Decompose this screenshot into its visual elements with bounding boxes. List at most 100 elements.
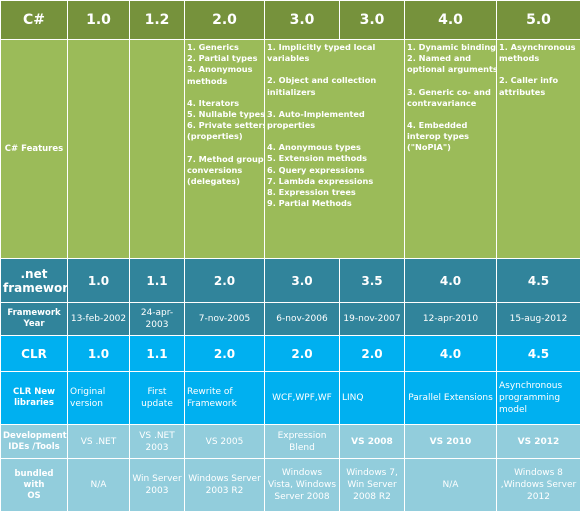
release-date: 7-nov-2005: [185, 303, 265, 336]
library-cell: Parallel Extensions: [405, 372, 497, 425]
library-cell: First update: [130, 372, 185, 425]
cell-line: Windows: [267, 467, 337, 479]
release-date: 12-apr-2010: [405, 303, 497, 336]
cell-line: Blend: [267, 442, 337, 454]
feature-item: 1. Implicitly typed local: [267, 42, 402, 53]
cell-line: version: [70, 398, 127, 410]
cell-line: Asynchronous: [499, 380, 578, 392]
ides-label: Development IDEs /Tools: [1, 425, 68, 459]
feature-item: 6. Query expressions: [267, 165, 402, 176]
cell-line: 2003: [132, 442, 182, 454]
cell-line: Win Server: [342, 479, 402, 491]
year-row: Framework Year 13-feb-2002 24-apr-2003 7…: [1, 303, 580, 336]
framework-version: 3.5: [340, 259, 405, 303]
framework-label-line1: .net: [3, 267, 65, 281]
libraries-label-line2: libraries: [3, 398, 65, 409]
csharp-version: 4.0: [405, 1, 497, 40]
feature-item: (properties): [187, 131, 262, 142]
os-label: bundled with OS: [1, 459, 68, 512]
cell-line: Original: [70, 386, 127, 398]
feature-spacer: [187, 87, 262, 98]
feature-item: 2. Partial types: [187, 53, 262, 64]
feature-list: [68, 40, 130, 259]
os-label-line1: bundled with: [3, 469, 65, 491]
release-date: 13-feb-2002: [68, 303, 130, 336]
clr-version: 4.5: [497, 336, 580, 372]
cell-line: Framework: [187, 398, 262, 410]
feature-item: 2. Caller info: [499, 75, 578, 86]
feature-spacer: [407, 76, 494, 87]
clr-version: 2.0: [185, 336, 265, 372]
library-cell: WCF,WPF,WF: [265, 372, 340, 425]
os-label-line2: OS: [3, 491, 65, 502]
framework-label-line2: framework: [3, 281, 65, 295]
feature-spacer: [499, 64, 578, 75]
clr-version: 1.1: [130, 336, 185, 372]
framework-version: 3.0: [265, 259, 340, 303]
cell-line: Vista, Windows: [267, 479, 337, 491]
clr-version: 2.0: [340, 336, 405, 372]
csharp-version: 5.0: [497, 1, 580, 40]
release-date: 6-nov-2006: [265, 303, 340, 336]
framework-version: 2.0: [185, 259, 265, 303]
feature-item: 1. Asynchronous: [499, 42, 578, 53]
feature-item: 1. Generics: [187, 42, 262, 53]
ides-label-line2: IDEs /Tools: [3, 442, 65, 453]
cell-line: VS .NET: [132, 430, 182, 442]
framework-version: 1.1: [130, 259, 185, 303]
feature-item: properties: [267, 120, 402, 131]
libraries-label: CLR New libraries: [1, 372, 68, 425]
feature-item: 7. Lambda expressions: [267, 176, 402, 187]
os-cell: N/A: [68, 459, 130, 512]
feature-item: (delegates): [187, 176, 262, 187]
feature-item: 2. Named and: [407, 53, 494, 64]
cell-line: VS 2012: [499, 436, 578, 448]
clr-label: CLR: [1, 336, 68, 372]
csharp-version: 3.0: [340, 1, 405, 40]
feature-item: 2. Object and collection: [267, 75, 402, 86]
cell-line: Windows 7,: [342, 467, 402, 479]
clr-row: CLR 1.0 1.1 2.0 2.0 2.0 4.0 4.5: [1, 336, 580, 372]
clr-version: 4.0: [405, 336, 497, 372]
cell-line: VS .NET: [70, 436, 127, 448]
feature-item: 5. Nullable types: [187, 109, 262, 120]
features-label: C# Features: [1, 40, 68, 259]
ide-cell: VS 2008: [340, 425, 405, 459]
cell-line: model: [499, 404, 578, 416]
feature-item: 9. Partial Methods: [267, 198, 402, 209]
feature-item: attributes: [499, 87, 578, 98]
feature-item: methods: [187, 76, 262, 87]
feature-item: 4. Anonymous types: [267, 142, 402, 153]
feature-item: 4. Iterators: [187, 98, 262, 109]
feature-item: contravariance: [407, 98, 494, 109]
feature-item: 6. Private setters: [187, 120, 262, 131]
feature-item: optional arguments: [407, 64, 494, 75]
csharp-version: 1.2: [130, 1, 185, 40]
feature-spacer: [407, 109, 494, 120]
cell-line: LINQ: [342, 392, 402, 404]
feature-item: 7. Method group: [187, 154, 262, 165]
cell-line: 2003 R2: [187, 485, 262, 497]
os-cell: N/A: [405, 459, 497, 512]
cell-line: Expression: [267, 430, 337, 442]
feature-list: [130, 40, 185, 259]
csharp-version: 1.0: [68, 1, 130, 40]
ide-cell: VS .NET: [68, 425, 130, 459]
ide-cell: VS 2010: [405, 425, 497, 459]
framework-version: 4.0: [405, 259, 497, 303]
cell-line: Windows 8: [499, 467, 578, 479]
